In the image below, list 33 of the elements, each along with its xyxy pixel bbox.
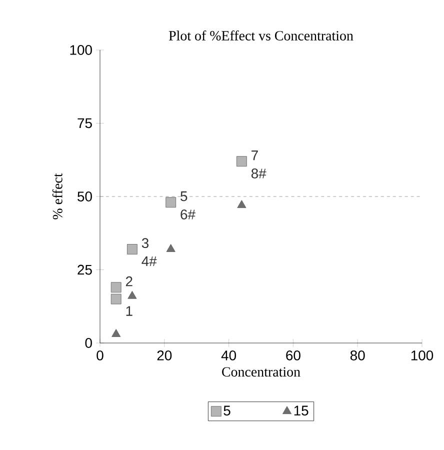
x-axis-title: Concentration [222, 367, 300, 377]
y-tick-label: 100 [70, 45, 92, 55]
point [110, 282, 122, 293]
point [236, 156, 247, 167]
x-tick-label: 60 [286, 350, 300, 360]
y-axis-title: % effect [52, 173, 62, 220]
x-tick-label: 20 [157, 350, 172, 360]
point [237, 200, 246, 208]
annotation: 1 [126, 306, 132, 316]
x-tick-label: 0 [96, 350, 104, 360]
annotation: 2 [126, 276, 132, 286]
chart-title: Plot of %Effect vs Concentration [168, 30, 354, 41]
y-tick-label: 0 [85, 338, 92, 348]
point [166, 197, 176, 208]
y-tick-label: 50 [78, 192, 92, 202]
legend-label: 15 [294, 406, 308, 416]
point [110, 294, 122, 304]
annotation: 5 [180, 191, 188, 202]
annotation: 4# [142, 256, 157, 266]
point [127, 244, 138, 254]
legend-label: 5 [224, 406, 230, 416]
x-tick-label: 100 [411, 350, 434, 360]
x-tick-label: 80 [350, 350, 365, 360]
point [112, 329, 121, 337]
annotation: 3 [142, 238, 149, 248]
annotation: 7 [252, 150, 258, 160]
point [166, 244, 176, 252]
x-tick-label: 40 [221, 350, 236, 360]
annotation: 6# [180, 210, 196, 220]
annotation: 8# [251, 168, 266, 178]
y-tick-label: 25 [78, 264, 92, 275]
y-tick-label: 75 [78, 118, 92, 128]
point [128, 290, 137, 299]
